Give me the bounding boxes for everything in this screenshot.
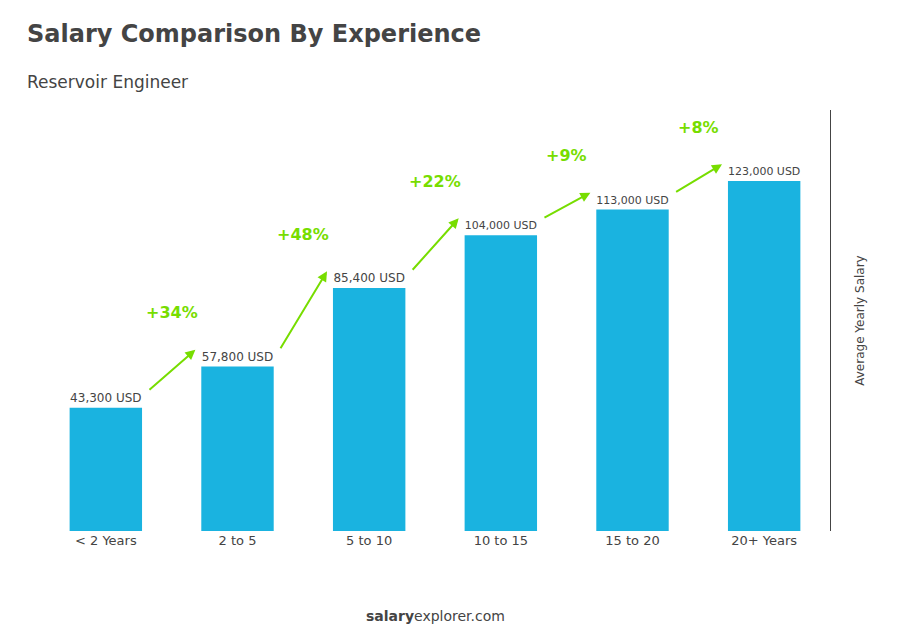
svg-text:20+ Years: 20+ Years <box>731 533 797 548</box>
svg-text:113,000 USD: 113,000 USD <box>596 194 668 207</box>
svg-text:2 to 5: 2 to 5 <box>219 533 257 548</box>
svg-text:Reservoir Engineer: Reservoir Engineer <box>27 72 188 92</box>
svg-text:104,000 USD: 104,000 USD <box>465 219 537 232</box>
svg-text:Average Yearly Salary: Average Yearly Salary <box>853 255 867 385</box>
svg-text:+8%: +8% <box>678 118 719 137</box>
svg-text:+34%: +34% <box>146 303 198 322</box>
svg-text:< 2 Years: < 2 Years <box>75 533 137 548</box>
svg-text:+48%: +48% <box>277 225 329 244</box>
svg-text:43,300 USD: 43,300 USD <box>70 391 141 405</box>
svg-text:+22%: +22% <box>409 172 461 191</box>
svg-text:57,800 USD: 57,800 USD <box>202 350 273 364</box>
svg-text:salaryexplorer.com: salaryexplorer.com <box>366 608 505 624</box>
svg-text:5 to 10: 5 to 10 <box>346 533 392 548</box>
svg-text:Salary Comparison By Experienc: Salary Comparison By Experience <box>27 20 481 48</box>
svg-text:85,400 USD: 85,400 USD <box>333 271 404 285</box>
svg-text:+9%: +9% <box>546 146 587 165</box>
svg-text:10 to 15: 10 to 15 <box>474 533 528 548</box>
svg-text:15 to 20: 15 to 20 <box>605 533 659 548</box>
svg-text:123,000 USD: 123,000 USD <box>728 165 800 178</box>
